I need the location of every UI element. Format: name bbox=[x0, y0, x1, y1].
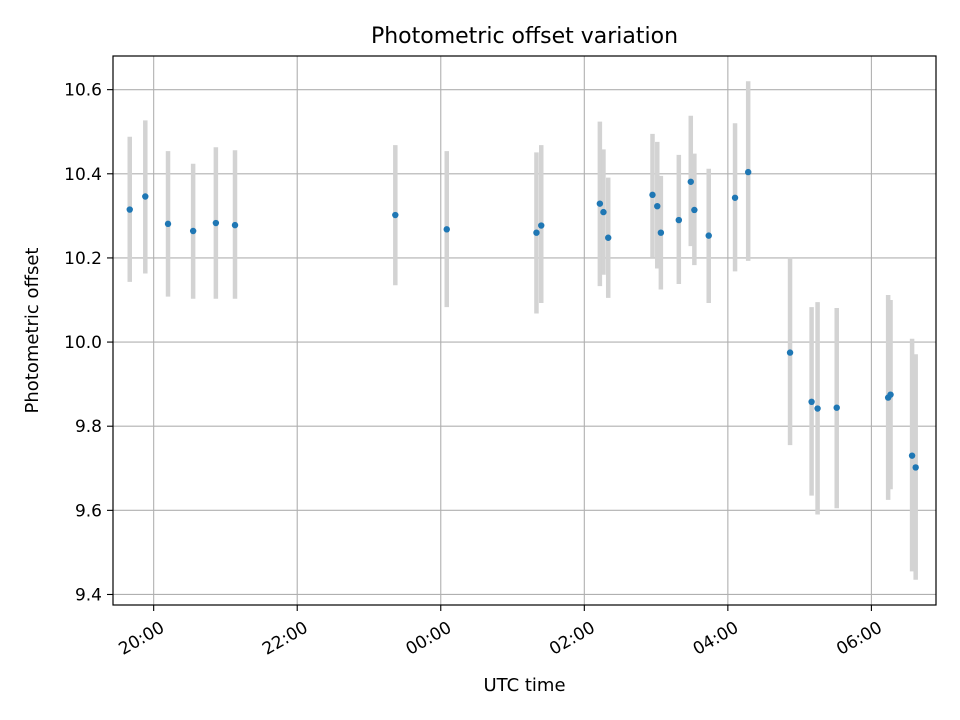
data-points bbox=[126, 168, 919, 471]
data-point bbox=[538, 222, 545, 229]
y-tick-label: 9.4 bbox=[75, 585, 102, 605]
data-point bbox=[691, 206, 698, 214]
data-point bbox=[654, 202, 661, 210]
data-point bbox=[649, 191, 656, 199]
data-point bbox=[705, 232, 712, 239]
data-point bbox=[908, 452, 916, 459]
data-point bbox=[833, 404, 840, 411]
chart-title: Photometric offset variation bbox=[371, 24, 678, 49]
data-point bbox=[533, 229, 540, 236]
y-tick-label: 9.6 bbox=[75, 501, 102, 521]
data-point bbox=[164, 220, 172, 228]
data-point bbox=[392, 211, 399, 219]
data-point bbox=[657, 229, 665, 236]
data-point bbox=[808, 398, 815, 406]
data-point bbox=[231, 221, 239, 229]
data-point bbox=[212, 219, 220, 227]
y-tick-label: 10.6 bbox=[64, 81, 102, 101]
data-point bbox=[731, 194, 739, 201]
data-point bbox=[443, 226, 450, 233]
x-axis-title: UTC time bbox=[483, 675, 565, 696]
data-point bbox=[126, 206, 133, 213]
plot-area-frame bbox=[112, 55, 937, 606]
data-point bbox=[596, 200, 604, 207]
grid bbox=[113, 56, 936, 605]
data-point bbox=[142, 193, 149, 200]
y-tick-label: 9.8 bbox=[75, 417, 102, 437]
y-axis-title: Photometric offset bbox=[22, 248, 43, 414]
data-point bbox=[912, 464, 919, 471]
data-point bbox=[744, 168, 752, 176]
data-point bbox=[687, 178, 694, 185]
data-point bbox=[189, 227, 197, 235]
y-tick-label: 10.4 bbox=[64, 165, 102, 185]
y-tick-label: 10.2 bbox=[64, 249, 102, 269]
data-point bbox=[675, 216, 683, 224]
y-tick-label: 10.0 bbox=[64, 333, 102, 353]
data-point bbox=[887, 391, 894, 398]
data-point bbox=[605, 234, 612, 241]
data-point bbox=[600, 208, 607, 216]
data-point bbox=[814, 405, 821, 412]
data-point bbox=[786, 349, 794, 356]
